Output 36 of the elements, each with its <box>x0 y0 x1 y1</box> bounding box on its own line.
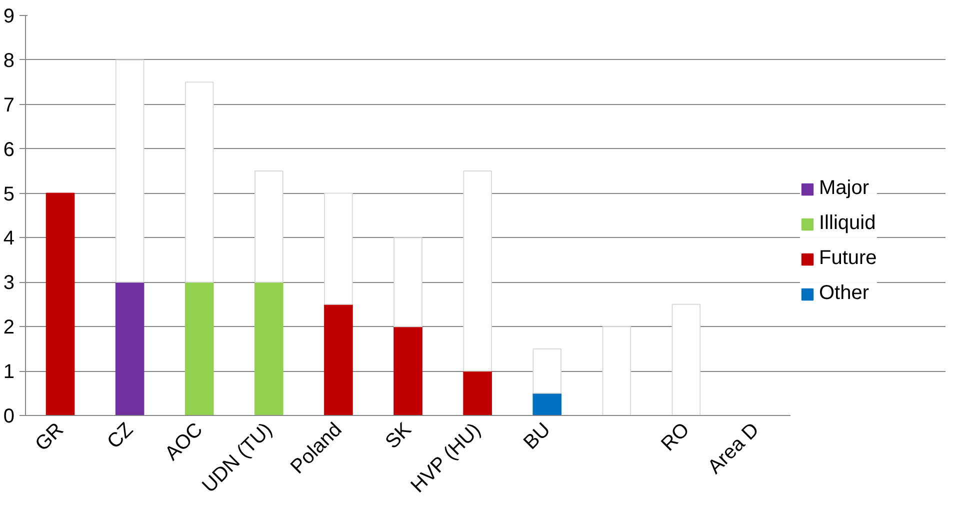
bar <box>46 192 75 416</box>
y-tick-label: 5 <box>3 183 14 206</box>
bar <box>115 282 144 416</box>
bar <box>184 282 214 416</box>
bar <box>463 170 492 372</box>
legend-label: Major <box>819 177 870 200</box>
y-tick-label: 1 <box>3 361 14 384</box>
legend-label: Other <box>819 282 870 305</box>
x-tick-label: GR <box>31 418 68 456</box>
legend-label: Future <box>819 247 877 270</box>
bar <box>602 326 632 416</box>
y-tick-label: 4 <box>3 228 14 250</box>
y-tick-label: 9 <box>3 6 14 28</box>
bar <box>532 348 562 394</box>
bar <box>394 326 422 416</box>
x-tick-label: SK <box>381 418 416 454</box>
x-tick-label: CZ <box>103 418 138 454</box>
bar <box>394 237 422 328</box>
legend-label: Illiquid <box>819 212 876 235</box>
y-tick-label: 8 <box>3 50 14 72</box>
bar <box>254 282 284 416</box>
bar <box>672 304 701 416</box>
bar <box>184 82 214 283</box>
y-tick-label: 7 <box>3 94 14 116</box>
bar <box>532 392 562 416</box>
x-tick-label: BU <box>520 418 555 454</box>
x-tick-label: RO <box>657 418 694 456</box>
bar <box>324 192 353 305</box>
bar <box>324 304 353 416</box>
bar <box>463 370 492 416</box>
bar <box>254 170 284 283</box>
y-tick-label: 3 <box>3 272 14 294</box>
y-tick-label: 0 <box>3 406 14 428</box>
y-tick-label: 2 <box>3 316 14 339</box>
y-tick-label: 6 <box>3 138 14 161</box>
bar <box>115 59 144 283</box>
